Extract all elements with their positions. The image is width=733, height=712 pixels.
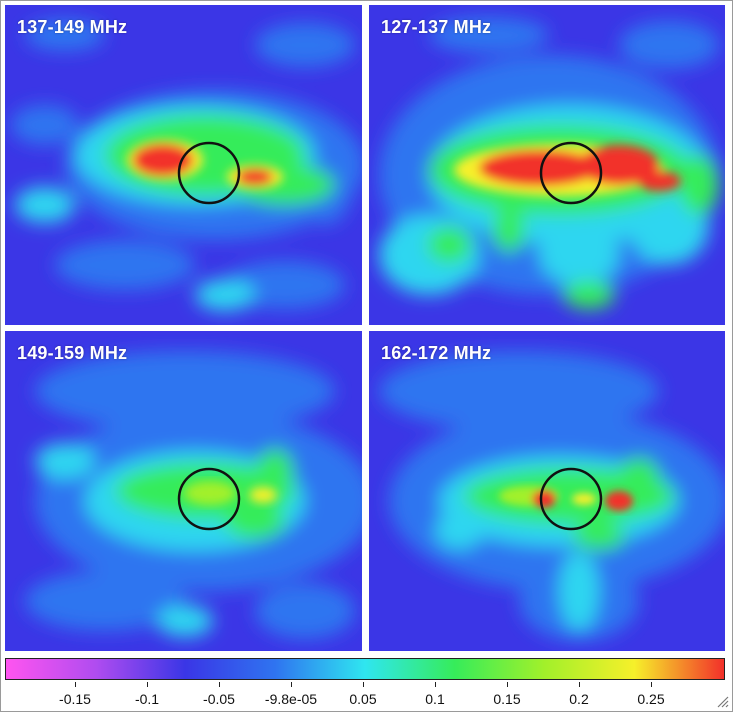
colorbar-tick-mark — [651, 682, 652, 687]
colorbar-tick-label: 0.1 — [425, 691, 445, 707]
colorbar-tick-mark — [507, 682, 508, 687]
colorbar-tick-mark — [291, 682, 292, 687]
frequency-label: 149-159 MHz — [17, 343, 128, 363]
colorbar-tick-label: -0.05 — [203, 691, 235, 707]
colorbar-ticks: -0.15 -0.1 -0.05 -9.8e-05 0.05 0.1 0.15 0.2 0.25 — [1, 682, 733, 712]
resize-grip-icon[interactable] — [715, 694, 729, 708]
colorbar-tick-label: 0.05 — [349, 691, 377, 707]
colorbar-tick-label: -0.1 — [134, 691, 160, 707]
source-circle — [539, 467, 603, 531]
source-circle — [177, 467, 241, 531]
source-circle — [539, 141, 603, 205]
frequency-label: 127-137 MHz — [381, 17, 492, 37]
colorbar-tick-mark — [147, 682, 148, 687]
radio-map-162-172 — [369, 331, 725, 651]
map-panel-149-159[interactable]: 149-159 MHz — [5, 331, 362, 651]
radio-map-127-137 — [369, 5, 725, 325]
colorbar-tick-mark — [75, 682, 76, 687]
colorbar-tick-mark — [363, 682, 364, 687]
colorbar-tick-label: 0.2 — [569, 691, 589, 707]
colorbar-tick-label: 0.25 — [637, 691, 665, 707]
colorbar-tick-mark — [579, 682, 580, 687]
frequency-label: 162-172 MHz — [381, 343, 492, 363]
map-panel-137-149[interactable]: 137-149 MHz — [5, 5, 362, 325]
radio-map-137-149 — [5, 5, 362, 325]
colorbar-tick-label: 0.15 — [493, 691, 521, 707]
frequency-label: 137-149 MHz — [17, 17, 128, 37]
colorbar-tick-mark — [219, 682, 220, 687]
colorbar — [5, 658, 725, 680]
source-circle — [177, 141, 241, 205]
colorbar-tick-mark — [435, 682, 436, 687]
map-panel-162-172[interactable]: 162-172 MHz — [369, 331, 725, 651]
radio-map-149-159 — [5, 331, 362, 651]
map-panel-127-137[interactable]: 127-137 MHz — [369, 5, 725, 325]
colorbar-tick-label: -0.15 — [59, 691, 91, 707]
colorbar-tick-label: -9.8e-05 — [264, 691, 318, 707]
